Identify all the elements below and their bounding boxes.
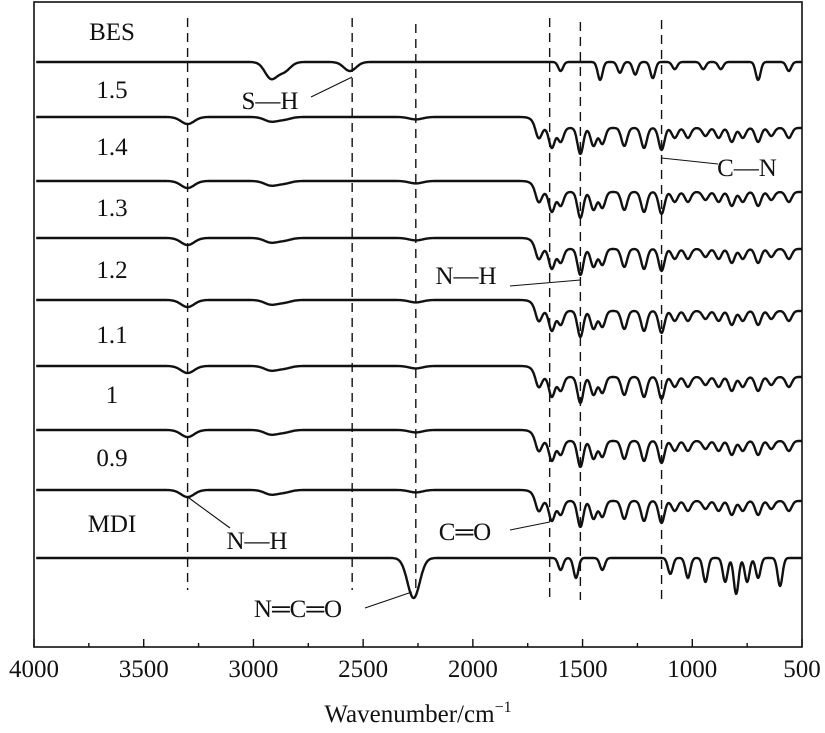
- series-label-1-3: 1.3: [96, 195, 127, 222]
- x-axis-label: Wavenumber/cm−1: [324, 699, 511, 728]
- spectra-traces: [35, 60, 803, 600]
- annotation-n-c-o-2260: N═C═O: [254, 596, 342, 623]
- series-label-1-1: 1.1: [96, 322, 127, 349]
- annotation-leader-c-o-1650: [509, 521, 550, 531]
- x-axis: 4000 3500 3000 2500 2000 1500 1000 500: [9, 639, 821, 683]
- series-label-mdi: MDI: [88, 511, 137, 538]
- annotation-c-o-1650: C═O: [439, 519, 491, 546]
- series-line-1-3: [35, 236, 803, 277]
- series-line-1: [35, 428, 803, 469]
- reference-lines: [186, 18, 663, 600]
- annotation-n-h-1510: N—H: [435, 263, 496, 290]
- series-line-1-2: [35, 298, 803, 339]
- x-tick-label-3500: 3500: [119, 656, 169, 683]
- series-label-1-4: 1.4: [96, 134, 128, 161]
- series-line-1-5: [35, 115, 803, 156]
- annotation-s-h-2550: S—H: [242, 88, 299, 115]
- annotation-leaders: [187, 76, 719, 609]
- annotation-c-n-1140: C—N: [717, 155, 777, 182]
- series-label-1-5: 1.5: [96, 77, 127, 104]
- x-tick-label-2500: 2500: [338, 656, 388, 683]
- x-tick-label-4000: 4000: [9, 656, 59, 683]
- x-tick-label-3000: 3000: [228, 656, 278, 683]
- series-line-1-1: [35, 364, 803, 405]
- series-line-mdi: [35, 556, 803, 600]
- x-axis-label-text: Wavenumber/cm: [324, 701, 495, 728]
- series-label-1-2: 1.2: [96, 257, 127, 284]
- annotation-leader-c-n-1140: [661, 157, 719, 165]
- series-labels: BES 1.5 1.4 1.3 1.2 1.1 1 0.9 MDI: [88, 19, 137, 538]
- x-tick-label-500: 500: [783, 656, 821, 683]
- series-label-1: 1: [106, 382, 119, 409]
- annotation-leader-n-h-3300: [187, 496, 231, 529]
- x-tick-label-1000: 1000: [667, 656, 717, 683]
- series-label-bes: BES: [89, 19, 135, 46]
- annotation-leader-s-h-2550: [310, 76, 353, 98]
- x-tick-label-1500: 1500: [558, 656, 608, 683]
- series-line-0-9: [35, 488, 803, 529]
- series-label-0-9: 0.9: [96, 445, 127, 472]
- annotation-n-h-3300: N—H: [226, 528, 287, 555]
- x-tick-label-2000: 2000: [448, 656, 498, 683]
- band-annotations: S—H C—N N—H N—H C═O N═C═O: [226, 88, 776, 623]
- series-line-bes: [35, 60, 803, 82]
- series-line-1-4: [35, 179, 803, 220]
- annotation-leader-n-c-o-2260: [364, 591, 412, 609]
- plot-frame: [33, 1, 803, 648]
- annotation-leader-n-h-1510: [509, 279, 581, 287]
- x-axis-label-superscript: −1: [495, 699, 512, 716]
